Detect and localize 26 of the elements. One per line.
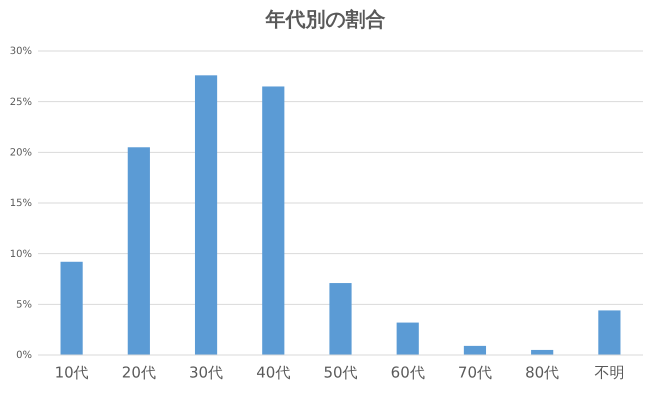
x-tick-label: 50代 [323, 364, 358, 382]
bar [60, 262, 83, 355]
x-tick-label: 10代 [54, 364, 89, 382]
bar [598, 310, 620, 355]
bar [396, 322, 419, 355]
bar [194, 75, 218, 355]
x-tick-label: 60代 [390, 364, 425, 382]
bar [464, 346, 486, 355]
bar [128, 147, 150, 355]
x-tick-label: 80代 [525, 364, 560, 382]
y-tick-label: 15% [10, 198, 32, 210]
y-tick-label: 20% [10, 148, 32, 159]
x-tick-label: 不明 [594, 364, 624, 382]
x-tick-label: 40代 [256, 364, 290, 382]
bar [329, 283, 352, 355]
chart-title: 年代別の割合 [264, 7, 386, 31]
x-tick-label: 30代 [189, 364, 224, 382]
y-tick-label: 25% [10, 96, 32, 108]
bar [262, 86, 284, 355]
y-tick-label: 30% [10, 46, 32, 58]
x-tick-label: 70代 [458, 364, 492, 382]
y-tick-label: 0% [16, 350, 32, 362]
bar [531, 350, 554, 355]
x-tick-label: 20代 [122, 364, 156, 382]
y-tick-label: 10% [10, 248, 32, 260]
y-tick-label: 5% [16, 300, 32, 311]
